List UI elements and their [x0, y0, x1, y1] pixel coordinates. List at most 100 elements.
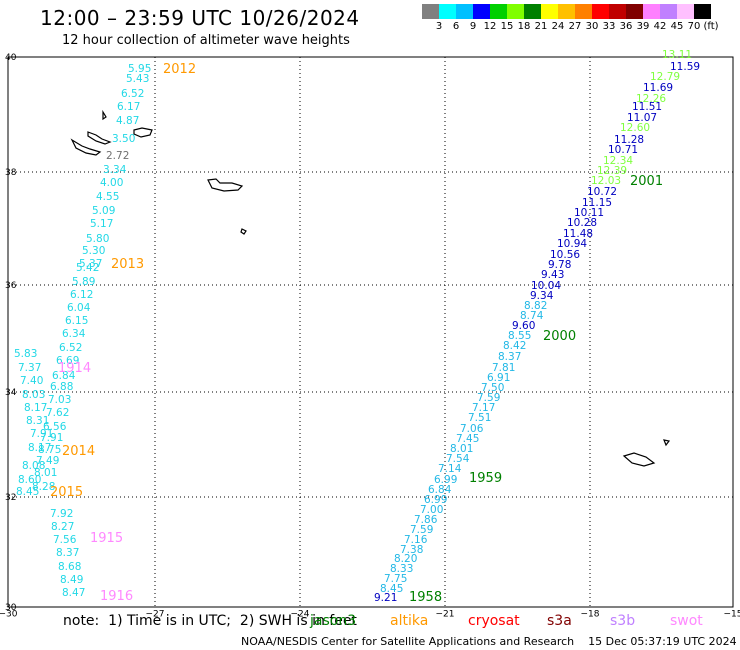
wave-value: 7.38	[400, 544, 423, 556]
wave-value: 3.34	[103, 164, 127, 176]
wave-value: 3.50	[112, 133, 135, 145]
wave-value: 12.03	[591, 175, 621, 187]
wave-value: 6.52	[59, 342, 82, 354]
page-subtitle: 12 hour collection of altimeter wave hei…	[62, 33, 350, 48]
time-label: 1916	[100, 589, 133, 604]
satellite-legend-item: jason3	[310, 613, 357, 629]
wave-value: 7.45	[456, 433, 479, 445]
islands	[70, 109, 671, 467]
wave-value: 7.59	[410, 524, 433, 536]
scale-swatch	[694, 4, 711, 19]
wave-value: 7.17	[472, 402, 495, 414]
time-label: 2000	[543, 329, 576, 344]
wave-value: 6.17	[117, 101, 140, 113]
wave-value: 10.11	[574, 207, 604, 219]
scale-label: 45	[670, 21, 684, 32]
wave-value: 7.51	[468, 412, 491, 424]
wave-value: 6.12	[70, 289, 93, 301]
wave-value: 11.15	[582, 197, 612, 209]
wave-value: 13.11	[662, 49, 692, 61]
scale-swatch	[524, 4, 541, 19]
satellite-legend-item: s3a	[547, 613, 572, 629]
wave-value: 4.00	[100, 177, 123, 189]
wave-value: 11.07	[627, 112, 657, 124]
wave-value: 7.03	[48, 394, 71, 406]
wave-value: 5.95	[128, 63, 151, 75]
scale-label: 27	[568, 21, 582, 32]
time-labels: 2012 2013 1914 2014 2015 1915 1916 2001 2000 1959…	[50, 62, 663, 605]
wave-value: 8.03	[22, 389, 45, 401]
island-faial	[70, 138, 102, 156]
graticule	[8, 57, 733, 607]
scale-swatch	[677, 4, 694, 19]
wave-value: 12.34	[603, 155, 633, 167]
wave-value: 7.16	[404, 534, 428, 546]
scale-swatch	[626, 4, 643, 19]
lat-tick-label: 36	[5, 281, 17, 291]
scale-label: 15	[500, 21, 514, 32]
wave-value: 8.01	[34, 467, 57, 479]
time-label: 2014	[62, 444, 95, 459]
wave-value: 7.54	[446, 453, 470, 465]
island-flores	[87, 131, 112, 145]
wave-value: 8.37	[498, 351, 521, 363]
scale-unit: (ft)	[703, 21, 719, 32]
wave-value: 5.80	[86, 233, 109, 245]
wave-value: 5.43	[126, 73, 149, 85]
wave-value: 8.82	[524, 300, 547, 312]
wave-value: 2.72	[106, 150, 129, 162]
lon-tick-label: −27	[146, 610, 165, 620]
island-sao-miguel	[207, 178, 244, 192]
wave-value: 10.56	[550, 249, 580, 261]
wave-value: 9.78	[548, 259, 571, 271]
wave-value: 7.75	[384, 573, 407, 585]
lon-tick-label: −30	[0, 610, 18, 620]
wave-value: 7.86	[414, 514, 438, 526]
scale-label: 9	[469, 21, 477, 32]
wave-value: 8.08	[22, 460, 45, 472]
wave-value: 5.37	[79, 258, 102, 270]
wave-value: 7.50	[481, 382, 504, 394]
wave-value: 6.99	[424, 494, 447, 506]
wave-value: 12.39	[597, 165, 627, 177]
satellite-legend-item: s3b	[610, 613, 636, 629]
wave-value: 6.88	[50, 381, 73, 393]
scale-label: 70	[687, 21, 701, 32]
wave-value: 11.48	[563, 228, 593, 240]
wave-value: 6.99	[434, 474, 457, 486]
lat-tick-label: 34	[5, 388, 17, 398]
scale-label: 18	[517, 21, 531, 32]
wave-value: 7.91	[40, 432, 63, 444]
wave-value: 7.91	[30, 428, 53, 440]
wave-value: 8.68	[58, 561, 81, 573]
wave-value: 5.89	[72, 276, 95, 288]
wave-value: 7.14	[438, 463, 462, 475]
wave-value: 6.91	[487, 372, 510, 384]
scale-label: 3	[435, 21, 443, 32]
wave-value: 8.01	[450, 443, 473, 455]
wave-value: 6.34	[62, 328, 86, 340]
island-madeira	[622, 452, 656, 467]
wave-value: 7.00	[420, 504, 443, 516]
wave-value: 8.31	[26, 415, 49, 427]
wave-value: 7.92	[50, 508, 73, 520]
wave-value: 7.62	[46, 407, 69, 419]
wave-value: 8.20	[394, 553, 417, 565]
wave-value: 8.27	[51, 521, 74, 533]
wave-value: 9.34	[530, 290, 554, 302]
lat-tick-label: 32	[5, 493, 16, 503]
time-label: 1914	[58, 361, 91, 376]
island-porto-santo	[663, 439, 671, 447]
wave-value: 5.30	[82, 245, 105, 257]
wave-value: 6.04	[67, 302, 91, 314]
wave-value: 8.60	[18, 474, 41, 486]
time-label: 2013	[111, 257, 144, 272]
lon-tick-label: −18	[581, 610, 600, 620]
scale-swatch	[643, 4, 660, 19]
wave-value: 9.60	[512, 320, 535, 332]
footnote: note: 1) Time is in UTC; 2) SWH is in fe…	[63, 613, 357, 629]
wave-value: 10.71	[608, 144, 638, 156]
wave-value: 10.28	[567, 217, 597, 229]
wave-value: 7.06	[460, 423, 484, 435]
scale-label: 12	[483, 21, 497, 32]
